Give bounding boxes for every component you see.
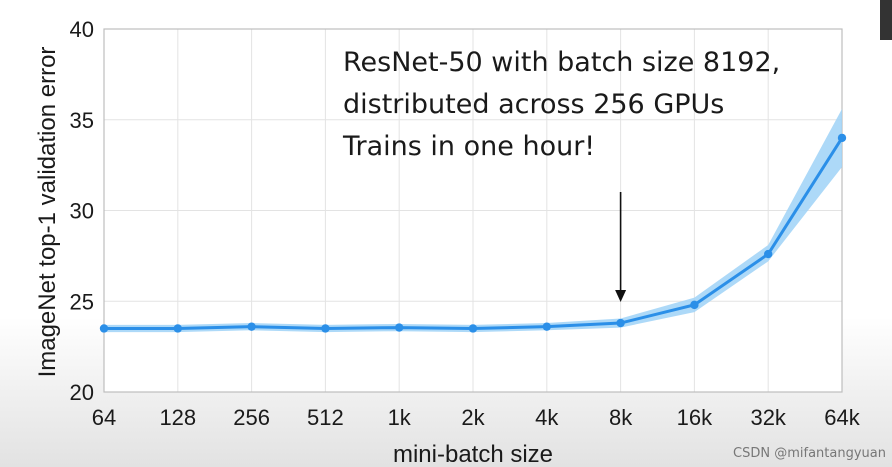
x-tick-32k: 32k bbox=[750, 405, 786, 430]
x-tick-128: 128 bbox=[159, 405, 196, 430]
y-tick-30: 30 bbox=[70, 199, 94, 224]
plot-frame bbox=[103, 28, 843, 393]
y-tick-25: 25 bbox=[70, 289, 94, 314]
data-points bbox=[99, 133, 847, 333]
data-point-64k bbox=[837, 133, 847, 143]
annotation: ResNet-50 with batch size 8192, distribu… bbox=[342, 47, 780, 162]
data-point-512 bbox=[321, 324, 330, 333]
x-axis-label: mini-batch size bbox=[393, 441, 553, 467]
x-tick-4k: 4k bbox=[535, 405, 559, 430]
data-point-2k bbox=[468, 324, 478, 333]
y-tick-20: 20 bbox=[70, 380, 94, 405]
x-tick-labels: 64 128 256 512 1k 2k 4k 8k 16k 32k 64k bbox=[92, 405, 861, 430]
arrow-head bbox=[615, 290, 627, 302]
annotation-line-1: ResNet-50 with batch size 8192, bbox=[343, 47, 780, 78]
x-tick-1k: 1k bbox=[388, 405, 412, 430]
data-point-64 bbox=[99, 324, 109, 333]
data-point-8k bbox=[616, 318, 625, 328]
data-point-32k bbox=[764, 249, 773, 259]
data-point-256 bbox=[247, 322, 256, 331]
x-tick-16k: 16k bbox=[677, 405, 713, 430]
y-tick-40: 40 bbox=[70, 17, 94, 42]
corner-edge bbox=[880, 0, 892, 40]
data-point-16k bbox=[690, 300, 699, 310]
data-point-4k bbox=[542, 322, 551, 331]
annotation-arrow bbox=[615, 192, 627, 302]
y-tick-labels: 20 25 30 35 40 bbox=[70, 17, 94, 405]
y-axis-label: ImageNet top-1 validation error bbox=[34, 47, 61, 378]
x-tick-64k: 64k bbox=[824, 405, 860, 430]
x-tick-64: 64 bbox=[92, 405, 116, 430]
data-point-128 bbox=[173, 324, 182, 333]
watermark: CSDN @mifantangyuan bbox=[733, 446, 886, 461]
annotation-line-2: distributed across 256 GPUs bbox=[343, 89, 724, 120]
annotation-line-3: Trains in one hour! bbox=[342, 131, 595, 162]
x-tick-2k: 2k bbox=[461, 405, 485, 430]
data-point-1k bbox=[395, 323, 404, 332]
y-tick-35: 35 bbox=[70, 108, 94, 133]
x-tick-256: 256 bbox=[233, 405, 270, 430]
x-tick-512: 512 bbox=[307, 405, 344, 430]
x-tick-8k: 8k bbox=[609, 405, 633, 430]
